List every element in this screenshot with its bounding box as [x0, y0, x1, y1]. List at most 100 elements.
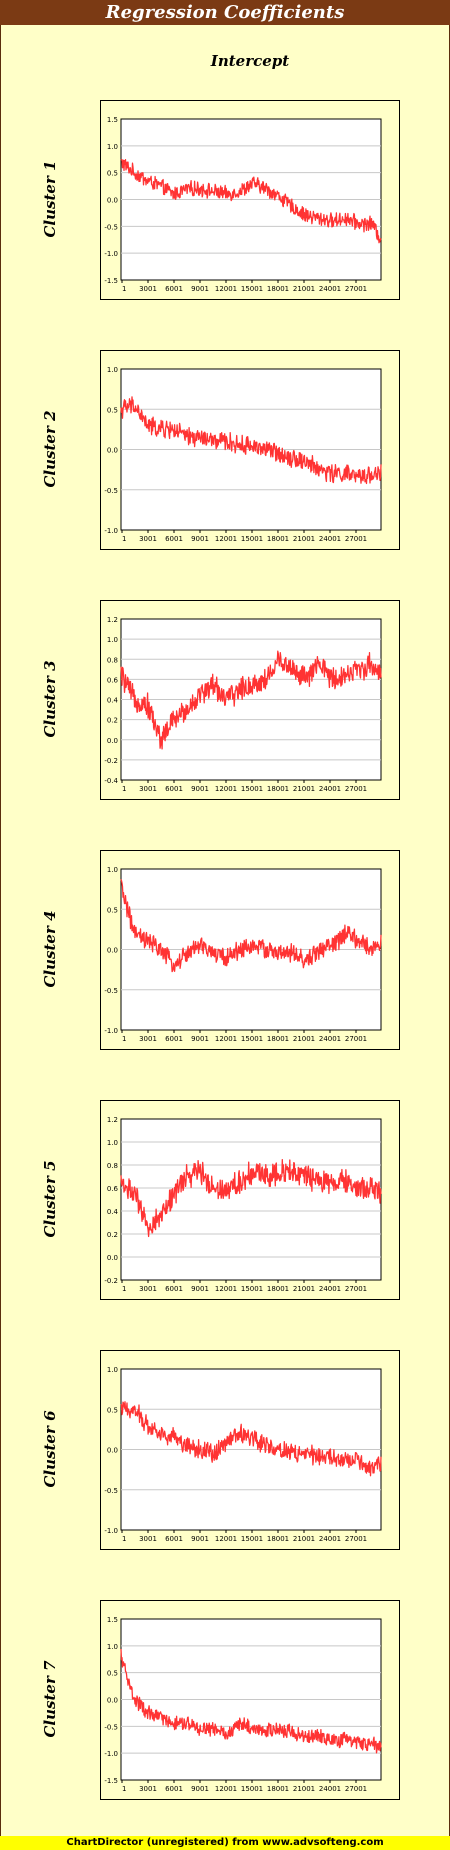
y-tick-label: 0.5	[107, 170, 118, 178]
y-tick-label: 0.0	[107, 1697, 118, 1705]
series-line	[120, 879, 382, 973]
x-tick-label: 21001	[293, 535, 315, 543]
page-title: Regression Coefficients	[0, 0, 450, 25]
chart-panel: 1.0 0.5 0.0 -0.5 -1.0 1 3001 6001 9001 12001 15001…	[100, 1350, 400, 1550]
x-tick-label: 1	[122, 535, 126, 543]
y-tick-label: 1.0	[107, 1643, 118, 1651]
y-tick-label: 0.0	[107, 947, 118, 955]
x-tick-label: 27001	[345, 1785, 367, 1793]
chart-panel: 1.2 1.0 0.8 0.6 0.4 0.2 0.0 -0.2 1 3001 6001 9001 12…	[100, 1100, 400, 1300]
y-tick-label: -0.5	[104, 1723, 118, 1731]
x-tick-label: 21001	[293, 785, 315, 793]
x-tick-label: 27001	[345, 535, 367, 543]
x-tick-label: 6001	[165, 285, 183, 293]
x-tick-label: 24001	[319, 1785, 341, 1793]
x-tick-label: 1	[122, 1785, 126, 1793]
x-tick-label: 12001	[215, 285, 237, 293]
x-tick-label: 6001	[165, 1035, 183, 1043]
x-tick-label: 6001	[165, 535, 183, 543]
x-tick-label: 9001	[191, 1035, 209, 1043]
y-tick-label: -0.2	[104, 757, 118, 765]
y-tick-label: 0.5	[107, 406, 118, 414]
cluster-label: Cluster 7	[41, 1660, 59, 1738]
y-tick-label: 1.0	[107, 1139, 118, 1147]
x-tick-label: 24001	[319, 1285, 341, 1293]
x-tick-label: 12001	[215, 1785, 237, 1793]
x-tick-label: 15001	[241, 1535, 263, 1543]
y-tick-label: 0.2	[107, 1231, 118, 1239]
series-line	[120, 1401, 382, 1477]
y-tick-label: -1.0	[104, 527, 118, 535]
y-tick-label: 0.4	[107, 697, 119, 705]
x-tick-label: 6001	[165, 1285, 183, 1293]
line-chart: 1.2 1.0 0.8 0.6 0.4 0.2 0.0 -0.2 1 3001 6001 9001 12…	[104, 1116, 382, 1293]
x-tick-label: 24001	[319, 285, 341, 293]
x-tick-label: 9001	[191, 285, 209, 293]
x-tick-label: 12001	[215, 1035, 237, 1043]
x-tick-label: 6001	[165, 1535, 183, 1543]
x-tick-label: 18001	[267, 785, 289, 793]
series-line	[120, 1158, 382, 1238]
x-tick-label: 12001	[215, 535, 237, 543]
x-tick-label: 18001	[267, 1035, 289, 1043]
y-tick-label: 1.0	[107, 1366, 118, 1374]
x-tick-label: 15001	[241, 535, 263, 543]
series-line	[120, 650, 382, 750]
y-tick-label: 0.0	[107, 197, 118, 205]
x-tick-label: 21001	[293, 1035, 315, 1043]
x-tick-label: 12001	[215, 785, 237, 793]
x-tick-label: 3001	[139, 285, 157, 293]
footer-credit: ChartDirector (unregistered) from www.ad…	[0, 1836, 450, 1850]
y-tick-label: -1.0	[104, 1027, 118, 1035]
x-tick-label: 9001	[191, 1785, 209, 1793]
y-tick-label: 1.2	[107, 1116, 118, 1124]
x-tick-label: 21001	[293, 1785, 315, 1793]
y-tick-label: -0.5	[104, 223, 118, 231]
x-tick-label: 18001	[267, 1785, 289, 1793]
y-tick-label: 0.0	[107, 1254, 118, 1262]
series-line	[120, 396, 382, 485]
x-tick-label: 1	[122, 1285, 126, 1293]
x-tick-label: 3001	[139, 1285, 157, 1293]
series-line	[120, 158, 382, 244]
x-tick-label: 15001	[241, 1285, 263, 1293]
x-tick-label: 9001	[191, 1535, 209, 1543]
line-chart: 1.5 1.0 0.5 0.0 -0.5 -1.0 -1.5 1 3001 6001 9001 120…	[104, 116, 382, 293]
y-tick-label: 1.0	[107, 636, 118, 644]
x-tick-label: 27001	[345, 785, 367, 793]
line-chart: 1.2 1.0 0.8 0.6 0.4 0.2 0.0 -0.2 -0.4 1 3001 6001 90…	[104, 616, 382, 793]
series-line	[120, 1648, 382, 1754]
x-tick-label: 1	[122, 785, 126, 793]
cluster-label: Cluster 4	[41, 910, 59, 988]
y-tick-label: 0.8	[107, 1162, 118, 1170]
cluster-label: Cluster 2	[41, 410, 59, 488]
y-tick-label: 0.2	[107, 717, 118, 725]
x-tick-label: 24001	[319, 1035, 341, 1043]
y-tick-label: 1.5	[107, 1616, 118, 1624]
x-tick-label: 18001	[267, 285, 289, 293]
y-tick-label: -1.0	[104, 250, 118, 258]
chart-panel: 1.2 1.0 0.8 0.6 0.4 0.2 0.0 -0.2 -0.4 1 3001 6001 90…	[100, 600, 400, 800]
y-tick-label: 1.0	[107, 866, 118, 874]
cluster-label: Cluster 6	[41, 1410, 59, 1488]
y-tick-label: 0.5	[107, 1406, 118, 1414]
y-tick-label: 0.6	[107, 676, 119, 684]
y-tick-label: 0.0	[107, 447, 118, 455]
x-tick-label: 1	[122, 285, 126, 293]
column-header: Intercept	[210, 52, 290, 70]
y-tick-label: -0.2	[104, 1277, 118, 1285]
line-chart: 1.0 0.5 0.0 -0.5 -1.0 1 3001 6001 9001 12001 15001…	[104, 366, 382, 543]
x-tick-label: 24001	[319, 785, 341, 793]
x-tick-label: 9001	[191, 785, 209, 793]
y-tick-label: -0.5	[104, 1487, 118, 1495]
x-tick-label: 18001	[267, 1285, 289, 1293]
x-tick-label: 12001	[215, 1535, 237, 1543]
chart-panel: 1.5 1.0 0.5 0.0 -0.5 -1.0 -1.5 1 3001 6001 9001 120…	[100, 1600, 400, 1800]
x-tick-label: 21001	[293, 285, 315, 293]
x-tick-label: 15001	[241, 1785, 263, 1793]
y-tick-label: 0.5	[107, 1670, 118, 1678]
y-tick-label: -0.5	[104, 487, 118, 495]
x-tick-label: 6001	[165, 1785, 183, 1793]
x-tick-label: 27001	[345, 1285, 367, 1293]
plot-area	[120, 1118, 382, 1281]
